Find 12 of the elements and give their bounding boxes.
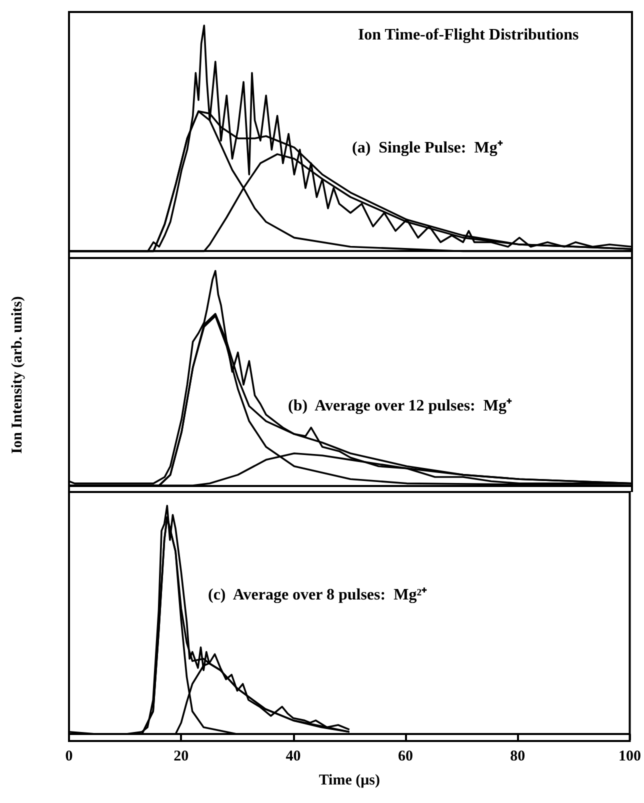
annotation: (b) Average over 12 pulses: Mg⁺ bbox=[288, 398, 512, 414]
x-axis-title: Time (μs) bbox=[318, 772, 380, 788]
annotation: (a) Single Pulse: Mg⁺ bbox=[352, 140, 504, 156]
y-axis-title: Ion Intensity (arb. units) bbox=[10, 296, 26, 454]
x-tick-label: 80 bbox=[510, 748, 526, 764]
annotation: (c) Average over 8 pulses: Mg²⁺ bbox=[208, 586, 428, 604]
x-tick-label: 40 bbox=[286, 748, 301, 764]
chart-title: Ion Time-of-Flight Distributions bbox=[358, 26, 579, 44]
x-tick-label: 0 bbox=[65, 748, 73, 764]
x-tick-label: 60 bbox=[398, 748, 413, 764]
x-tick-label: 100 bbox=[618, 748, 641, 764]
x-tick-label: 20 bbox=[174, 748, 189, 764]
